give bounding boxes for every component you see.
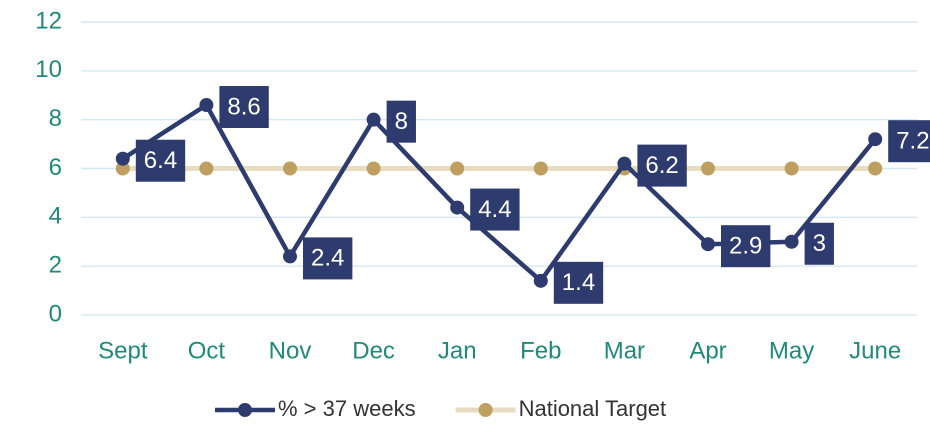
data-label: 3 (804, 222, 834, 265)
y-tick-label: 8 (49, 105, 62, 132)
marker (868, 132, 883, 147)
data-label-text: 1.4 (562, 269, 595, 296)
x-tick-label: Nov (269, 337, 312, 364)
data-label: 8 (386, 100, 416, 143)
x-tick-label: Mar (604, 337, 645, 364)
y-tick-label: 0 (49, 300, 62, 327)
y-tick-label: 4 (49, 203, 62, 230)
x-tick-label: Feb (520, 337, 561, 364)
data-label-text: 6.4 (144, 147, 177, 174)
data-label-box (553, 261, 604, 304)
data-label-box (303, 237, 353, 280)
legend-marker (238, 403, 252, 417)
data-label-text: 3 (813, 230, 826, 257)
marker (784, 234, 799, 249)
data-label-box (386, 100, 416, 143)
x-tick-label: Apr (689, 337, 726, 364)
x-tick-label: Sept (98, 337, 148, 364)
data-label-text: 7.2 (896, 128, 929, 155)
marker (450, 161, 465, 176)
legend-label: National Target (519, 396, 667, 421)
x-tick-label: Jan (438, 337, 477, 364)
data-label: 2.4 (303, 237, 353, 280)
y-tick-label: 10 (35, 56, 62, 83)
marker (283, 161, 297, 176)
marker (784, 161, 799, 176)
data-label: 2.9 (721, 225, 771, 268)
data-label-box (470, 188, 520, 231)
marker (701, 161, 715, 176)
data-label: 8.6 (219, 86, 269, 129)
marker (366, 112, 381, 127)
x-tick-label: Dec (352, 337, 395, 364)
x-tick-label: June (849, 337, 901, 364)
data-label-text: 4.4 (478, 196, 511, 223)
data-label-text: 6.2 (645, 152, 678, 179)
marker (366, 161, 381, 176)
data-label-text: 2.4 (311, 245, 344, 272)
data-label-text: 8.6 (227, 93, 260, 120)
marker (199, 98, 214, 113)
marker (701, 237, 715, 252)
data-label-box (721, 225, 771, 268)
marker (868, 161, 883, 176)
marker (533, 161, 548, 176)
marker (617, 156, 632, 171)
data-label-box (135, 139, 186, 182)
marker (199, 161, 214, 176)
data-label: 6.4 (135, 139, 186, 182)
data-label-text: 8 (395, 108, 408, 135)
marker (115, 161, 130, 176)
y-tick-label: 12 (35, 7, 62, 34)
x-tick-label: Oct (188, 337, 226, 364)
data-label: 6.2 (637, 144, 687, 187)
y-tick-label: 2 (49, 252, 62, 279)
marker (533, 273, 548, 288)
marker (115, 151, 130, 166)
legend-label: % > 37 weeks (278, 396, 416, 421)
data-label-box (888, 120, 930, 163)
y-tick-label: 6 (49, 154, 62, 181)
marker (283, 249, 297, 264)
data-label: 4.4 (470, 188, 520, 231)
x-tick-label: May (769, 337, 814, 364)
data-label-box (804, 222, 834, 265)
data-label: 7.2 (888, 120, 930, 163)
marker (450, 200, 465, 215)
legend-marker (478, 403, 493, 417)
data-label-box (637, 144, 687, 187)
data-label-box (219, 86, 269, 129)
data-label: 1.4 (553, 261, 604, 304)
data-label-text: 2.9 (729, 233, 762, 260)
